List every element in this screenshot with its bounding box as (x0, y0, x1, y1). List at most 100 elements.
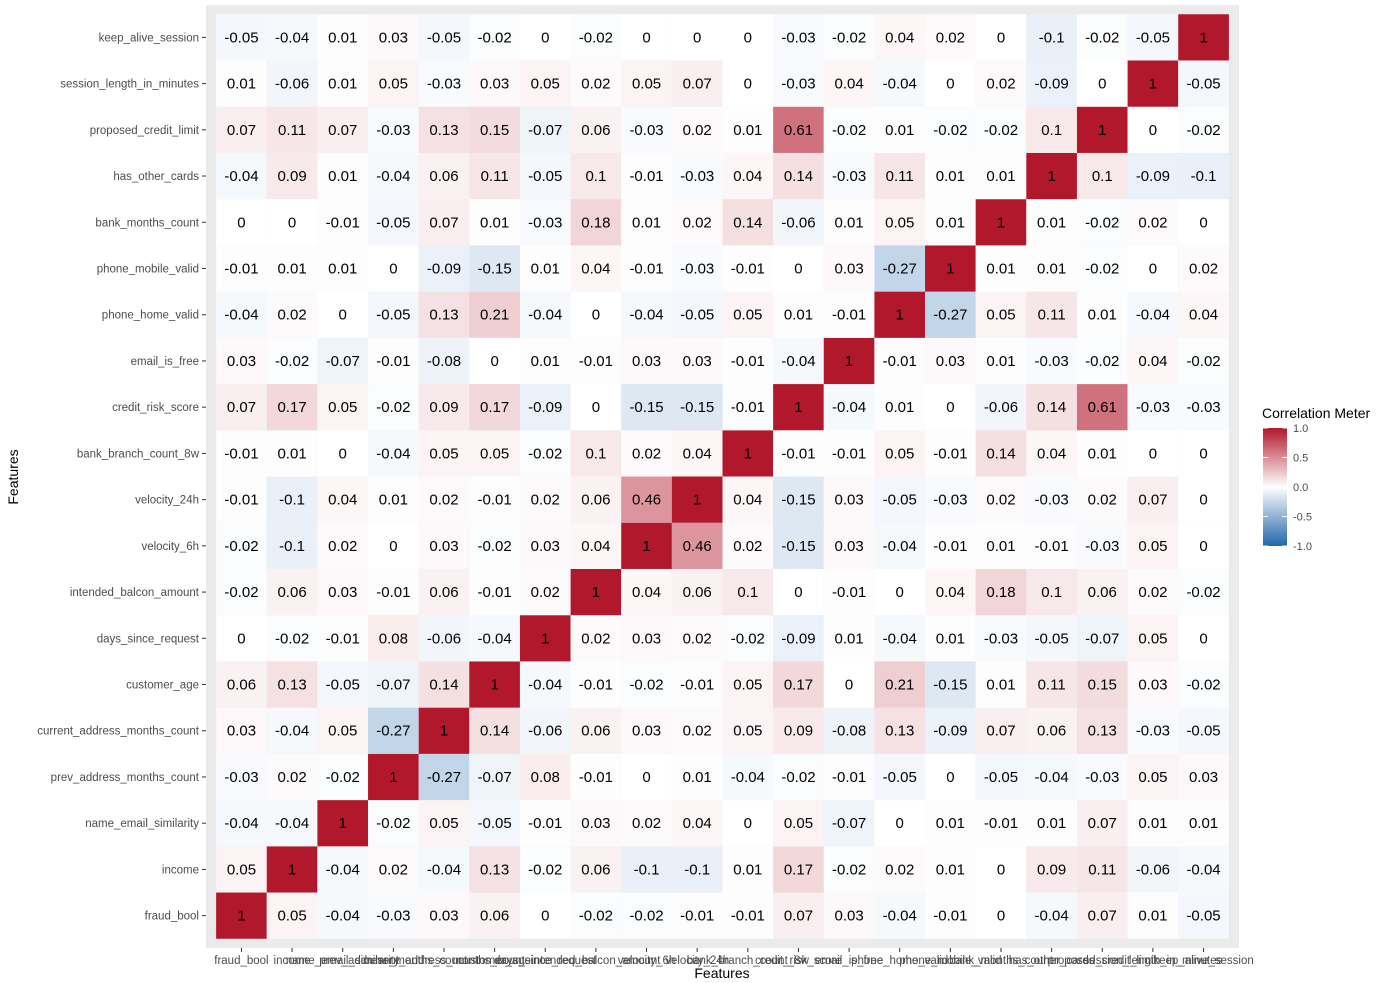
cell-value-label: 0.46 (683, 538, 712, 555)
heatmap-cell (773, 60, 824, 107)
heatmap-cell (469, 661, 520, 708)
cell-value-label: 0.09 (1037, 861, 1066, 878)
cell-value-label: -0.01 (579, 677, 613, 694)
cell-value-label: 0.01 (632, 214, 661, 231)
cell-value-label: -0.09 (933, 723, 967, 740)
heatmap-cell (874, 800, 926, 847)
y-tick-label: current_address_months_count (37, 726, 200, 738)
cell-value-label: -0.15 (629, 399, 663, 416)
heatmap-cell (773, 707, 824, 754)
cell-value-label: 0.03 (227, 353, 256, 370)
x-tick-label: velocity_24h (665, 955, 729, 967)
cell-value-label: 0.02 (581, 630, 610, 647)
cell-value-label: 0.07 (227, 399, 256, 416)
cell-value-label: -0.01 (731, 353, 765, 370)
heatmap-cell (1127, 60, 1179, 107)
cell-value-label: 0.05 (379, 76, 408, 93)
heatmap-cell (368, 661, 419, 708)
cell-value-label: 0 (592, 307, 600, 324)
cell-value-label: -0.01 (680, 908, 714, 925)
heatmap-cell (570, 245, 622, 292)
heatmap-cell (671, 430, 723, 477)
cell-value-label: 0.02 (683, 214, 712, 231)
heatmap-cell (216, 14, 267, 61)
cell-value-label: -0.01 (478, 492, 512, 509)
heatmap-cell (671, 800, 723, 847)
heatmap-cell (874, 846, 926, 893)
cell-value-label: -0.02 (629, 908, 663, 925)
cell-value-label: 0.03 (328, 584, 357, 601)
heatmap-cell (925, 291, 976, 338)
cell-value-label: 0.13 (429, 122, 458, 139)
cell-value-label: 0.07 (328, 122, 357, 139)
cell-value-label: 0.06 (429, 584, 458, 601)
cell-value-label: 0.02 (733, 538, 762, 555)
cell-value-label: -0.03 (1136, 399, 1170, 416)
cell-value-label: 0.02 (277, 769, 306, 786)
heatmap-cell (570, 707, 622, 754)
cell-value-label: 0.02 (1138, 214, 1167, 231)
heatmap-cell (1076, 337, 1128, 385)
heatmap-cell (823, 60, 875, 107)
cell-value-label: 0.01 (834, 214, 863, 231)
cell-value-label: 0.01 (936, 168, 965, 185)
cell-value-label: -0.05 (1186, 908, 1220, 925)
cell-value-label: 0.04 (683, 445, 712, 462)
cell-value-label: 0.14 (784, 168, 813, 185)
heatmap-cell (519, 476, 571, 523)
cell-value-label: 1 (794, 399, 802, 416)
cell-value-label: -0.05 (1186, 76, 1220, 93)
heatmap-cell (1178, 476, 1229, 523)
heatmap-cell (671, 291, 723, 338)
cell-value-label: -0.05 (680, 307, 714, 324)
heatmap-cell (469, 753, 520, 801)
heatmap-cell (722, 291, 774, 338)
cell-value-label: 0.13 (277, 677, 306, 694)
heatmap-cell (1178, 152, 1229, 200)
cell-value-label: -0.02 (1085, 353, 1119, 370)
heatmap-cell (368, 152, 419, 200)
cell-value-label: -0.04 (528, 677, 562, 694)
cell-value-label: 0.17 (480, 399, 509, 416)
heatmap-cell (621, 615, 672, 662)
heatmap-cell (823, 615, 875, 662)
x-tick-label: bank_months_count (949, 955, 1053, 967)
heatmap-cell (823, 245, 875, 292)
y-tick-label: phone_home_valid (102, 310, 199, 322)
cell-value-label: -0.07 (376, 677, 410, 694)
cell-value-label: 0.1 (1092, 168, 1113, 185)
cell-value-label: 0.21 (480, 307, 509, 324)
heatmap-cell (1076, 615, 1128, 662)
cell-value-label: 0.02 (683, 630, 712, 647)
cell-value-label: 0.61 (784, 122, 813, 139)
cell-value-label: 0 (997, 29, 1005, 46)
heatmap-cell (469, 60, 520, 107)
heatmap-cell (418, 106, 470, 153)
heatmap-cell (570, 337, 622, 385)
cell-value-label: -0.03 (1085, 538, 1119, 555)
cell-value-label: 0.03 (480, 76, 509, 93)
cell-value-label: 0 (541, 908, 549, 925)
cell-value-label: 0.03 (834, 538, 863, 555)
heatmap-cell (1127, 892, 1179, 939)
heatmap-cell (722, 707, 774, 754)
heatmap-cell (570, 661, 622, 708)
heatmap-cell (874, 199, 926, 246)
heatmap-cell (722, 800, 774, 847)
cell-value-label: -0.09 (427, 260, 461, 277)
heatmap-cell (925, 615, 976, 662)
x-tick-label: name_email_similarity (286, 955, 400, 967)
heatmap-cell (722, 476, 774, 523)
cell-value-label: 0.05 (885, 214, 914, 231)
heatmap-cell (368, 753, 419, 801)
heatmap-cell (519, 430, 571, 477)
cell-value-label: 0.01 (986, 538, 1015, 555)
cell-value-label: -0.1 (634, 861, 660, 878)
x-tick-label: days_since_request (494, 955, 597, 967)
heatmap-cell (823, 430, 875, 477)
cell-value-label: 0.02 (531, 492, 560, 509)
color-legend: Correlation Meter 1.0 0.5 0.0 -0.5 -1.0 (1262, 405, 1370, 553)
heatmap-cell (368, 199, 419, 246)
cell-value-label: 0.04 (733, 168, 762, 185)
cell-value-label: -0.02 (275, 630, 309, 647)
